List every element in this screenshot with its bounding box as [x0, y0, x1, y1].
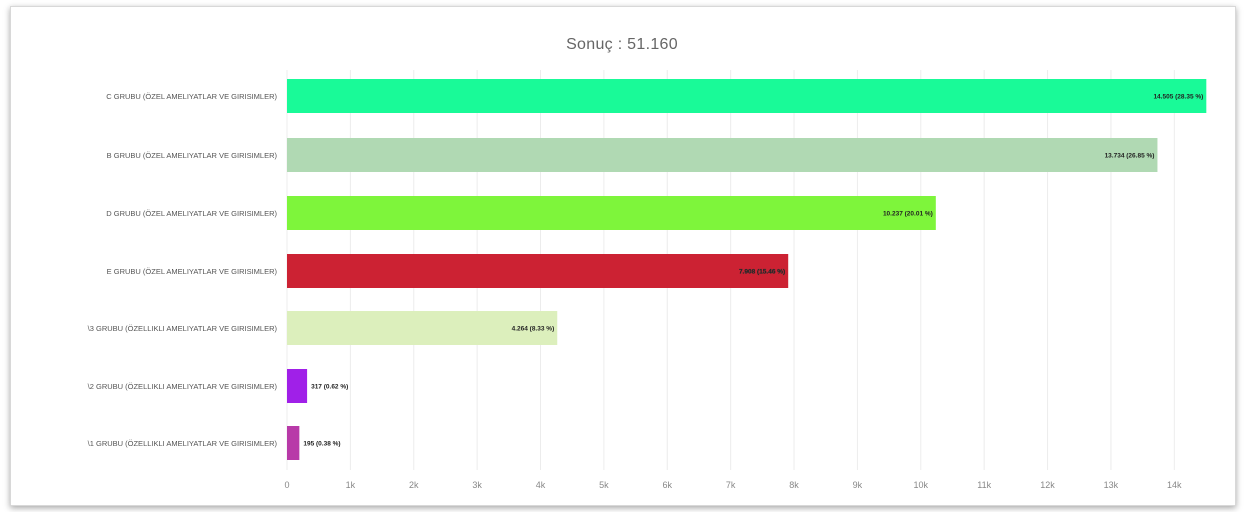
category-label: D GRUBU (ÖZEL AMELIYATLAR VE GIRISIMLER)	[106, 209, 277, 218]
category-label: E GRUBU (ÖZEL AMELIYATLAR VE GIRISIMLER)	[107, 267, 278, 276]
data-label: 317 (0.62 %)	[311, 384, 348, 391]
chart-title: Sonuç : 51.160	[566, 36, 678, 53]
data-label: 14.505 (28.35 %)	[1153, 94, 1203, 101]
x-tick-label: 11k	[977, 480, 991, 490]
category-label: B GRUBU (ÖZEL AMELIYATLAR VE GIRISIMLER)	[107, 151, 278, 160]
x-tick-label: 9k	[853, 480, 863, 490]
x-tick-label: 4k	[536, 480, 546, 490]
data-label: 13.734 (26.85 %)	[1105, 153, 1155, 160]
x-tick-label: 2k	[409, 480, 419, 490]
x-tick-label: 3k	[472, 480, 482, 490]
x-tick-label: 6k	[663, 480, 673, 490]
x-tick-label: 13k	[1104, 480, 1119, 490]
bar	[287, 196, 936, 230]
x-tick-label: 5k	[599, 480, 609, 490]
x-tick-label: 8k	[789, 480, 799, 490]
x-tick-label: 7k	[726, 480, 736, 490]
x-tick-label: 1k	[346, 480, 356, 490]
bar	[287, 138, 1158, 172]
x-tick-label: 10k	[914, 480, 929, 490]
data-label: 10.237 (20.01 %)	[883, 211, 933, 218]
bar	[287, 79, 1207, 113]
bar	[287, 369, 308, 403]
data-label: 195 (0.38 %)	[303, 441, 340, 448]
x-tick-label: 12k	[1040, 480, 1055, 490]
category-label: \2 GRUBU (ÖZELLIKLI AMELIYATLAR VE GIRIS…	[88, 382, 278, 391]
data-label: 4.264 (8.33 %)	[512, 326, 555, 333]
category-label: \1 GRUBU (ÖZELLIKLI AMELIYATLAR VE GIRIS…	[88, 439, 278, 448]
bar	[287, 254, 789, 288]
category-label: \3 GRUBU (ÖZELLIKLI AMELIYATLAR VE GIRIS…	[88, 324, 278, 333]
bar	[287, 426, 300, 460]
category-label: C GRUBU (ÖZEL AMELIYATLAR VE GIRISIMLER)	[106, 92, 277, 101]
x-tick-label: 0	[284, 480, 289, 490]
bar	[287, 311, 558, 345]
x-tick-label: 14k	[1167, 480, 1182, 490]
data-label: 7.908 (15.46 %)	[739, 269, 785, 276]
